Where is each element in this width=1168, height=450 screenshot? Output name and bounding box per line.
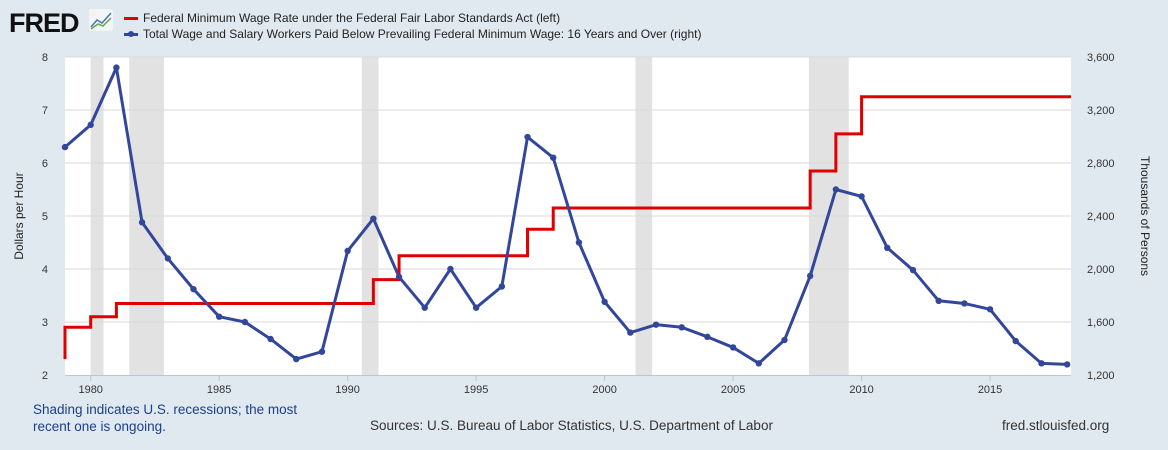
min-wage-step-line (63, 95, 1071, 360)
workers-data-point (293, 355, 300, 363)
x-tick-label: 2010 (849, 384, 873, 396)
workers-data-point (704, 333, 711, 341)
workers-data-point (318, 348, 326, 355)
workers-data-point (524, 133, 531, 141)
left-tick-label: 7 (42, 105, 48, 117)
right-tick-label: 1,600 (1087, 317, 1115, 329)
blue-marker-line-swatch-icon (124, 30, 138, 37)
workers-data-point (395, 273, 403, 281)
x-tick-label: 1980 (78, 384, 102, 396)
right-tick-label: 1,200 (1087, 370, 1115, 382)
workers-data-point (190, 285, 197, 293)
workers-data-point (138, 219, 146, 226)
right-tick-label: 2,000 (1087, 264, 1115, 276)
chart-legend: Federal Minimum Wage Rate under the Fede… (124, 10, 701, 42)
workers-data-point (935, 297, 942, 304)
workers-data-point (652, 321, 660, 328)
legend-item-min-wage[interactable]: Federal Minimum Wage Rate under the Fede… (124, 10, 701, 26)
workers-data-point (884, 244, 891, 251)
recession-note: Shading indicates U.S. recessions; the m… (33, 402, 298, 434)
workers-line (64, 66, 1068, 366)
x-tick-label: 2015 (978, 384, 1002, 396)
workers-data-point (806, 272, 814, 280)
left-tick-label: 8 (42, 52, 48, 64)
legend-label: Federal Minimum Wage Rate under the Fede… (143, 11, 561, 25)
left-tick-label: 3 (42, 317, 48, 329)
x-tick-label: 1990 (335, 384, 359, 396)
x-tick-label: 2005 (721, 384, 745, 396)
x-tick-label: 1985 (207, 384, 231, 396)
right-axis-label: Thousands of Persons (1138, 156, 1152, 276)
left-tick-label: 6 (42, 158, 48, 170)
fred-logo[interactable]: FRED (9, 8, 79, 38)
workers-data-point (1038, 360, 1045, 367)
legend-label: Total Wage and Salary Workers Paid Below… (143, 27, 702, 41)
left-tick-label: 4 (42, 264, 48, 276)
workers-data-point (781, 336, 788, 344)
x-tick-label: 2000 (592, 384, 616, 396)
workers-data-point (241, 318, 249, 326)
workers-data-point (832, 186, 840, 193)
right-tick-label: 3,200 (1087, 105, 1115, 117)
fred-url-link[interactable]: fred.stlouisfed.org (1002, 418, 1110, 433)
workers-data-point (215, 313, 223, 320)
sources-text: Sources: U.S. Bureau of Labor Statistics… (370, 418, 773, 433)
workers-data-point (498, 283, 506, 290)
workers-data-point (1063, 361, 1071, 368)
workers-data-point (447, 265, 454, 273)
right-tick-label: 2,800 (1087, 158, 1115, 170)
left-tick-label: 5 (42, 211, 48, 223)
workers-data-point (909, 266, 917, 274)
workers-data-point (164, 255, 171, 262)
right-tick-label: 2,400 (1087, 211, 1115, 223)
workers-data-point (678, 324, 685, 331)
legend-item-workers[interactable]: Total Wage and Salary Workers Paid Below… (124, 26, 701, 42)
workers-data-point (87, 121, 94, 129)
workers-data-point (113, 64, 120, 71)
workers-data-point (550, 154, 557, 161)
workers-data-point (61, 143, 69, 151)
workers-data-point (370, 215, 377, 222)
red-line-swatch-icon (124, 16, 138, 20)
left-axis-label: Dollars per Hour (12, 172, 26, 259)
workers-data-point (472, 304, 480, 311)
x-tick-label: 1995 (464, 384, 488, 396)
workers-data-point (961, 300, 968, 307)
left-tick-label: 2 (42, 370, 48, 382)
workers-data-point (729, 344, 737, 351)
workers-data-point (627, 329, 634, 336)
workers-data-point (858, 193, 865, 200)
workers-data-point (986, 306, 994, 313)
workers-data-point (1012, 337, 1019, 345)
workers-data-point (267, 335, 274, 343)
workers-data-point (344, 247, 351, 255)
chart-logo-icon (89, 9, 113, 31)
workers-data-point (575, 239, 583, 246)
workers-data-point (421, 304, 428, 311)
right-tick-label: 3,600 (1087, 52, 1115, 64)
workers-data-point (755, 360, 762, 367)
workers-data-point (601, 298, 608, 306)
